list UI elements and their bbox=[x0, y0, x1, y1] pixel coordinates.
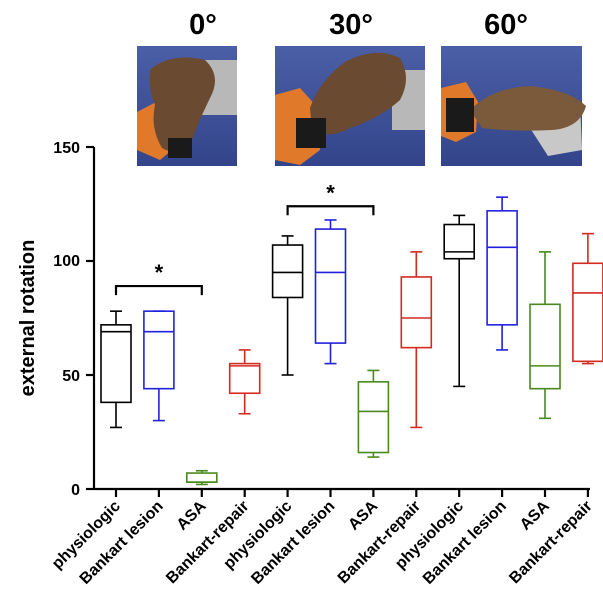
y-tick-label-0: 0 bbox=[71, 482, 80, 499]
y-tick-label-150: 150 bbox=[53, 140, 80, 157]
significance-layer: ** bbox=[114, 180, 375, 296]
x-tick-label-2: ASA bbox=[174, 497, 210, 533]
box-iqr bbox=[572, 262, 603, 363]
box-bankart-repair-3 bbox=[228, 349, 261, 415]
significance-bracket-1: * bbox=[286, 180, 375, 216]
group-title-0: 0° bbox=[189, 9, 217, 41]
box-iqr bbox=[186, 472, 218, 483]
box-physiologic-0 bbox=[100, 310, 132, 429]
box-iqr bbox=[400, 276, 433, 349]
box-physiologic-4 bbox=[271, 235, 304, 376]
x-tick-label-6: ASA bbox=[345, 497, 381, 533]
photo-60-degrees bbox=[441, 46, 586, 166]
photo-0-degrees bbox=[137, 46, 237, 166]
box-iqr bbox=[143, 310, 175, 390]
box-iqr bbox=[443, 223, 476, 260]
significance-star: * bbox=[326, 180, 335, 205]
bracket-line bbox=[286, 205, 375, 216]
box-iqr bbox=[357, 381, 390, 454]
box-iqr bbox=[100, 324, 132, 404]
box-bankart-lesion-1 bbox=[143, 310, 175, 422]
box-iqr bbox=[271, 244, 304, 299]
bracket-line bbox=[114, 284, 203, 296]
boxes-layer bbox=[100, 196, 603, 486]
box-bankart-lesion-5 bbox=[314, 219, 347, 365]
y-tick-label-50: 50 bbox=[62, 368, 80, 385]
box-bankart-lesion-9 bbox=[486, 196, 518, 351]
y-axis-label: external rotation bbox=[17, 240, 39, 397]
box-bankart-repair-7 bbox=[400, 251, 433, 429]
box-iqr bbox=[486, 210, 518, 326]
group-title-30: 30° bbox=[329, 9, 373, 41]
box-asa-2 bbox=[186, 469, 218, 486]
box-iqr bbox=[529, 303, 561, 390]
box-iqr bbox=[314, 228, 347, 344]
box-physiologic-8 bbox=[443, 214, 476, 388]
y-tick-marks bbox=[86, 145, 94, 491]
box-asa-6 bbox=[357, 369, 390, 458]
x-tick-label-10: ASA bbox=[517, 497, 553, 533]
significance-bracket-0: * bbox=[114, 260, 203, 296]
box-bankart-repair-11 bbox=[572, 232, 603, 365]
group-title-60: 60° bbox=[484, 9, 528, 41]
significance-star: * bbox=[155, 260, 164, 285]
y-tick-label-100: 100 bbox=[53, 253, 80, 270]
box-iqr bbox=[228, 362, 261, 395]
box-asa-10 bbox=[529, 251, 561, 420]
photo-30-degrees bbox=[275, 46, 425, 166]
